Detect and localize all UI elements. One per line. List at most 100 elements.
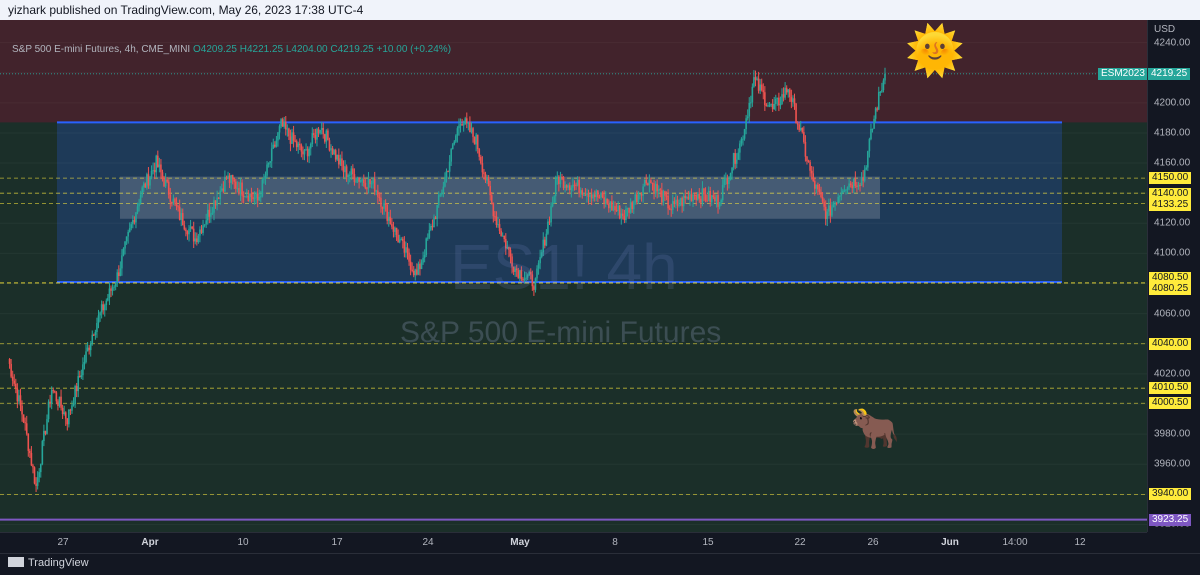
candle-body — [224, 177, 226, 192]
candle-body — [529, 271, 532, 275]
candle-body — [509, 249, 512, 257]
candle-body — [756, 78, 758, 80]
candle-body — [558, 176, 560, 185]
candle-body — [314, 135, 317, 140]
candle-body — [408, 252, 410, 262]
candle-body — [303, 149, 306, 155]
candle-body — [519, 270, 521, 279]
candle-body — [139, 194, 142, 203]
candle-body — [676, 199, 679, 206]
tradingview-logo[interactable]: TradingView — [8, 557, 89, 569]
candle-body — [536, 268, 538, 279]
price-axis[interactable]: USD 4240.004220.004200.004180.004160.004… — [1147, 20, 1200, 532]
candle-body — [428, 229, 431, 238]
candle-body — [141, 187, 144, 195]
candle-body — [366, 188, 368, 190]
candle-body — [803, 132, 805, 142]
candle-body — [249, 193, 251, 202]
candle-body — [778, 97, 780, 106]
candle-body — [437, 195, 440, 206]
candle-body — [562, 176, 565, 189]
candle-body — [879, 91, 882, 93]
chart-canvas[interactable] — [0, 20, 1147, 532]
candle-body — [19, 395, 22, 406]
candle-body — [857, 184, 860, 187]
tv-logo-icon — [8, 557, 24, 567]
candle-body — [434, 217, 437, 219]
legend-symbol[interactable]: S&P 500 E-mini Futures, 4h, CME_MINI — [12, 44, 191, 55]
candle-body — [818, 189, 821, 192]
candle-body — [503, 235, 506, 240]
time-tick: 22 — [794, 537, 806, 548]
candle-body — [231, 175, 234, 180]
candle-body — [177, 206, 179, 208]
candle-body — [386, 204, 389, 221]
candle-body — [286, 128, 289, 130]
candle-body — [520, 270, 523, 280]
candle-body — [392, 226, 395, 232]
candle-body — [578, 179, 580, 194]
candle-body — [180, 213, 183, 220]
candle-body — [414, 269, 417, 276]
candle-body — [539, 257, 541, 264]
candle-body — [787, 89, 790, 93]
currency-label: USD — [1154, 24, 1176, 35]
candle-body — [448, 161, 451, 172]
candle-body — [263, 178, 265, 180]
candle-body — [15, 383, 17, 389]
candle-body — [256, 193, 259, 201]
candle-body — [295, 141, 298, 148]
candle-body — [504, 239, 507, 249]
candle-body — [230, 175, 232, 183]
candle-body — [874, 108, 877, 119]
candle-body — [57, 401, 59, 406]
candle-body — [576, 179, 579, 186]
candle-body — [657, 189, 660, 192]
candle-body — [211, 212, 214, 214]
candle-body — [152, 169, 154, 171]
candle-body — [217, 197, 220, 200]
candle-body — [288, 128, 290, 137]
candle-body — [856, 185, 858, 187]
candle-body — [99, 312, 101, 316]
candle-body — [698, 193, 701, 199]
candle-body — [233, 179, 236, 182]
candle-body — [490, 195, 493, 203]
candle-body — [779, 103, 782, 106]
candle-body — [33, 467, 36, 484]
candle-body — [682, 195, 685, 207]
candle-body — [481, 163, 484, 173]
candle-body — [322, 128, 325, 135]
candle-body — [629, 202, 632, 213]
candle-body — [876, 108, 878, 110]
level-price-label: 4140.00 — [1149, 188, 1192, 201]
candle-body — [444, 177, 446, 187]
candle-body — [160, 164, 162, 173]
chart-pane[interactable]: ES1! 4h S&P 500 E-mini Futures S&P 500 E… — [0, 20, 1147, 532]
candle-body — [749, 102, 752, 104]
candle-body — [789, 89, 791, 98]
candle-body — [352, 168, 354, 175]
candle-body — [579, 190, 582, 194]
candle-body — [873, 118, 875, 129]
candle-body — [498, 224, 501, 231]
candle-body — [125, 236, 128, 242]
candle-body — [815, 184, 818, 189]
candle-body — [11, 376, 14, 381]
publisher-bar: yizhark published on TradingView.com, Ma… — [0, 0, 1200, 20]
candle-body — [645, 179, 648, 184]
candle-body — [675, 199, 677, 204]
candle-body — [116, 272, 119, 284]
candle-body — [796, 123, 799, 125]
candle-body — [458, 125, 460, 129]
price-tick: 3960.00 — [1154, 458, 1191, 470]
candle-body — [210, 213, 212, 217]
candle-body — [342, 166, 345, 173]
candle-body — [586, 193, 588, 196]
legend-low: L4204.00 — [285, 44, 328, 55]
footer: TradingView — [0, 553, 1200, 575]
candle-body — [8, 358, 11, 364]
symbol-legend[interactable]: S&P 500 E-mini Futures, 4h, CME_MINI O42… — [12, 44, 451, 55]
time-axis[interactable]: 27 Apr 10 17 24 May 8 15 22 26 Jun 14:00 12 — [0, 532, 1147, 553]
candle-body — [453, 141, 456, 145]
